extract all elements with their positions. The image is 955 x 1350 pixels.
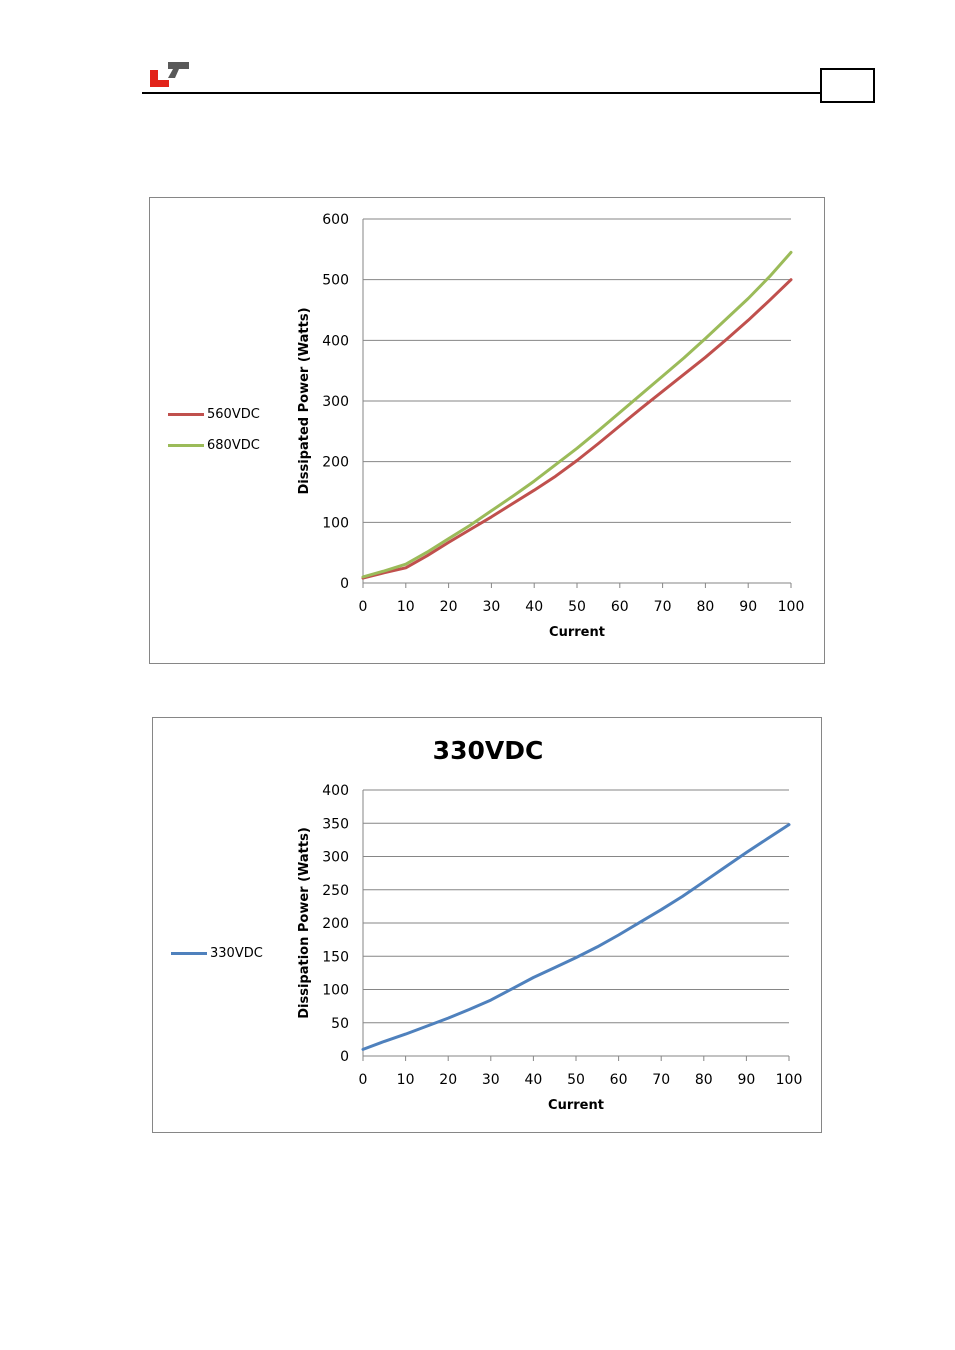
legend-label-680vdc: 680VDC xyxy=(207,437,260,453)
y-tick-label: 50 xyxy=(331,1016,349,1032)
y-tick-label: 200 xyxy=(322,916,349,932)
x-tick-label: 40 xyxy=(524,1072,542,1088)
legend: 560VDC 680VDC xyxy=(168,406,260,468)
x-tick-label: 90 xyxy=(739,599,757,615)
x-tick-label: 100 xyxy=(776,1072,803,1088)
y-tick-label: 600 xyxy=(322,212,349,228)
legend-label-330vdc: 330VDC xyxy=(210,945,263,961)
x-tick-label: 20 xyxy=(439,1072,457,1088)
header-rule xyxy=(142,92,821,94)
legend: 330VDC xyxy=(171,945,263,976)
legend-swatch-330vdc xyxy=(171,951,207,955)
x-tick-label: 70 xyxy=(652,1072,670,1088)
x-tick-label: 60 xyxy=(610,1072,628,1088)
y-tick-label: 500 xyxy=(322,273,349,289)
x-tick-label: 20 xyxy=(440,599,458,615)
x-tick-label: 30 xyxy=(482,1072,500,1088)
legend-item-330vdc: 330VDC xyxy=(171,945,263,961)
y-tick-label: 200 xyxy=(322,455,349,471)
series-line-330vdc xyxy=(361,823,791,1051)
x-tick-label: 60 xyxy=(611,599,629,615)
legend-swatch-560vdc xyxy=(168,412,204,416)
company-logo-icon xyxy=(150,62,189,87)
y-tick-label: 350 xyxy=(322,816,349,832)
y-tick-label: 250 xyxy=(322,883,349,899)
y-tick-label: 150 xyxy=(322,949,349,965)
x-tick-label: 0 xyxy=(359,1072,368,1088)
y-tick-label: 300 xyxy=(322,850,349,866)
y-tick-label: 400 xyxy=(322,783,349,799)
chart-330vdc-plot: 0 50 100 150 200 250 300 350 400 0 10 20 30 40 50 60 70 8… xyxy=(297,783,803,1113)
chart-560-680vdc-plot: 0 100 200 300 400 500 600 0 10 20 30 40 50 60 70 80 90 10… xyxy=(297,212,805,640)
chart-560-680vdc: 0 100 200 300 400 500 600 0 10 20 30 40 50 60 70 80 90 10… xyxy=(149,197,825,664)
x-axis-title: Current xyxy=(548,1098,604,1113)
x-axis-title: Current xyxy=(549,625,605,640)
x-tick-label: 10 xyxy=(397,1072,415,1088)
y-axis-title: Dissipated Power (Watts) xyxy=(297,307,312,494)
x-tick-label: 80 xyxy=(696,599,714,615)
y-tick-label: 100 xyxy=(322,983,349,999)
chart-title: 330VDC xyxy=(432,736,544,765)
legend-item-680vdc: 680VDC xyxy=(168,437,260,453)
x-tick-label: 50 xyxy=(568,599,586,615)
x-tick-label: 30 xyxy=(482,599,500,615)
page-number-box xyxy=(820,68,875,103)
x-tick-label: 90 xyxy=(737,1072,755,1088)
series-line-560vdc xyxy=(361,278,793,580)
series-line-680vdc xyxy=(361,250,793,579)
x-tick-label: 40 xyxy=(525,599,543,615)
x-tick-label: 0 xyxy=(359,599,368,615)
y-tick-label: 0 xyxy=(340,1049,349,1065)
legend-swatch-680vdc xyxy=(168,443,204,447)
x-tick-label: 100 xyxy=(778,599,805,615)
y-axis-title: Dissipation Power (Watts) xyxy=(297,827,312,1019)
x-tick-label: 50 xyxy=(567,1072,585,1088)
x-tick-label: 70 xyxy=(654,599,672,615)
x-tick-label: 10 xyxy=(397,599,415,615)
legend-label-560vdc: 560VDC xyxy=(207,406,260,422)
y-tick-label: 100 xyxy=(322,515,349,531)
y-tick-label: 300 xyxy=(322,394,349,410)
chart-330vdc: 330VDC 0 50 100 150 200 250 300 350 400 0 10 20 30 40… xyxy=(152,717,822,1133)
y-tick-label: 400 xyxy=(322,333,349,349)
x-tick-label: 80 xyxy=(695,1072,713,1088)
y-tick-label: 0 xyxy=(340,576,349,592)
legend-item-560vdc: 560VDC xyxy=(168,406,260,422)
